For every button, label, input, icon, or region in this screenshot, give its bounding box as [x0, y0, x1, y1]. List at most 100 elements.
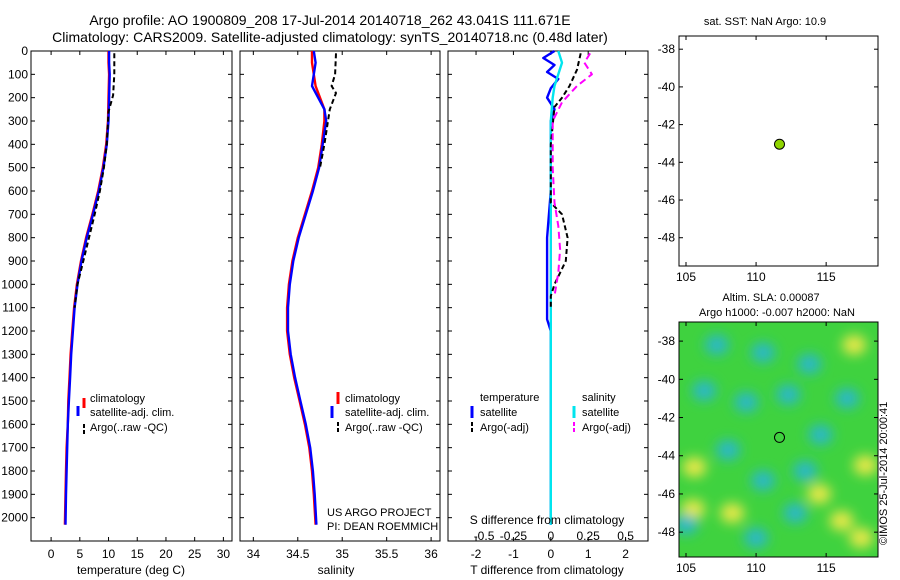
sla-anomaly-blob	[704, 334, 729, 355]
credit-pi: PI: DEAN ROEMMICH	[327, 521, 438, 533]
y-tick-label: 1200	[1, 324, 28, 338]
legend-label-argo: Argo(..raw -QC)	[345, 422, 423, 434]
map-x-tick-label: 110	[747, 561, 766, 575]
map-x-tick-label: 115	[817, 561, 836, 575]
map-y-tick-label: -48	[658, 525, 676, 539]
sla-anomaly-blob	[808, 424, 833, 445]
series-line	[73, 53, 116, 308]
temperature-panel: 0 5 10 15 20 25 300100200300400500600700800900…	[1, 44, 233, 577]
map-y-tick-label: -46	[658, 193, 676, 207]
y-tick-label: 1300	[1, 347, 28, 361]
x-tick-label: 35.5	[375, 547, 399, 561]
s-tick-label: -0.25	[500, 529, 528, 543]
figure-title-line-2: Climatology: CARS2009. Satellite-adjuste…	[52, 29, 608, 45]
position-map-panel: sat. SST: NaN Argo: 10.9 105 110 115 -38 -40…	[658, 16, 879, 284]
legend-label-argo: Argo(..raw -QC)	[90, 422, 168, 434]
y-tick-label: 1400	[1, 371, 28, 385]
legend-label-satellite: satellite-adj. clim.	[90, 407, 174, 419]
salinity-panel: 34 34.5 35 35.5 36 salinity climatology sate…	[239, 50, 441, 577]
argo-float-marker	[773, 431, 785, 443]
sla-anomaly-blob	[842, 334, 867, 355]
s-tick-label: 0	[547, 529, 554, 543]
difference-panel: -2 -1 0 1 2 -0.5 -0.25 0 0.25 0.5 T difference fr…	[447, 49, 649, 577]
x-tick-label: -2	[471, 547, 482, 561]
sla-anomaly-blob	[853, 455, 878, 476]
difference-ticks: -2 -1 0 1 2 -0.5 -0.25 0 0.25 0.5	[448, 50, 648, 561]
altimetry-map-ticks: 105 110 115 -38 -40 -42 -44 -46 -48	[658, 322, 878, 575]
y-tick-label: 100	[8, 67, 28, 81]
sla-anomaly-blob	[793, 461, 818, 482]
x-tick-label: 1	[585, 547, 592, 561]
salinity-legend: climatology satellite-adj. clim. Argo(..…	[330, 392, 429, 434]
altimetry-map-points	[773, 431, 785, 443]
x-tick-label: 34.5	[286, 547, 310, 561]
difference-xlabel-temperature: T difference from climatology	[470, 563, 624, 577]
sla-anomaly-blob	[849, 527, 874, 548]
legend-label-sal-satellite: satellite	[582, 407, 619, 419]
sla-anomaly-blob	[681, 499, 706, 520]
sla-anomaly-blob	[807, 483, 832, 504]
x-tick-label: 10	[102, 547, 116, 561]
copyright-stamp: ©IMOS 25-Jul-2014 20:00:41	[878, 401, 890, 545]
x-tick-label: 2	[622, 547, 629, 561]
map-y-tick-label: -44	[658, 155, 676, 169]
temperature-ticks: 0 5 10 15 20 25 300100200300400500600700800900…	[1, 44, 232, 561]
y-tick-label: 1800	[1, 464, 28, 478]
y-tick-label: 1600	[1, 417, 28, 431]
altimetry-map-panel: Altim. SLA: 0.00087 Argo h1000: -0.007 h…	[658, 292, 879, 575]
difference-legend: temperature salinity satellite Argo(-adj…	[470, 392, 631, 434]
legend-label-temp-argo: Argo(-adj)	[480, 422, 529, 434]
y-tick-label: 1900	[1, 487, 28, 501]
sla-anomaly-blob	[783, 503, 808, 524]
s-tick-label: 0.5	[617, 529, 634, 543]
salinity-xlabel: salinity	[318, 563, 355, 577]
salinity-series	[285, 50, 337, 525]
y-tick-label: 1700	[1, 441, 28, 455]
legend-label-climatology: climatology	[345, 393, 401, 405]
position-map-title: sat. SST: NaN Argo: 10.9	[704, 16, 826, 28]
series-line	[551, 52, 593, 297]
x-tick-label: 34	[247, 547, 261, 561]
salinity-axes-frame	[239, 50, 441, 542]
y-tick-label: 0	[21, 44, 28, 58]
map-y-tick-label: -42	[658, 118, 676, 132]
map-y-tick-label: -42	[658, 411, 676, 425]
y-tick-label: 800	[8, 231, 28, 245]
x-tick-label: 5	[76, 547, 83, 561]
altimetry-title-line-1: Altim. SLA: 0.00087	[722, 292, 819, 304]
sla-anomaly-blob	[776, 384, 801, 405]
position-map-ticks: 105 110 115 -38 -40 -42 -44 -46 -48	[658, 36, 878, 284]
y-tick-label: 1000	[1, 277, 28, 291]
figure-title-line-1: Argo profile: AO 1900809_208 17-Jul-2014…	[89, 12, 571, 28]
series-line	[319, 53, 337, 168]
temperature-xlabel: temperature (deg C)	[77, 563, 185, 577]
legend-label-sal-argo: Argo(-adj)	[582, 422, 631, 434]
map-y-tick-label: -44	[658, 449, 676, 463]
sla-anomaly-blob	[692, 380, 717, 401]
difference-xlabel-salinity: S difference from climatology	[470, 513, 625, 527]
series-line	[286, 50, 328, 525]
map-x-tick-label: 115	[817, 270, 836, 284]
x-tick-label: 25	[188, 547, 202, 561]
sla-anomaly-blob	[835, 388, 860, 409]
sla-anomaly-blob	[734, 392, 759, 413]
y-tick-label: 500	[8, 161, 28, 175]
s-tick-label: 0.25	[577, 529, 601, 543]
map-x-tick-label: 105	[676, 270, 696, 284]
position-map-points	[773, 138, 785, 150]
s-tick-label: -0.5	[474, 529, 495, 543]
legend-label-temp-satellite: satellite	[480, 407, 517, 419]
y-tick-label: 400	[8, 137, 28, 151]
altimetry-title-line-2: Argo h1000: -0.007 h2000: NaN	[699, 307, 855, 319]
argo-float-marker	[773, 138, 785, 150]
sla-anomaly-blob	[716, 440, 741, 461]
credit-project: US ARGO PROJECT	[327, 507, 432, 519]
map-y-tick-label: -38	[658, 334, 676, 348]
map-y-tick-label: -38	[658, 42, 676, 56]
y-tick-label: 900	[8, 254, 28, 268]
y-tick-label: 700	[8, 207, 28, 221]
legend-label-satellite: satellite-adj. clim.	[345, 407, 429, 419]
legend-title-temperature: temperature	[480, 392, 539, 404]
sla-anomaly-blob	[744, 527, 769, 548]
